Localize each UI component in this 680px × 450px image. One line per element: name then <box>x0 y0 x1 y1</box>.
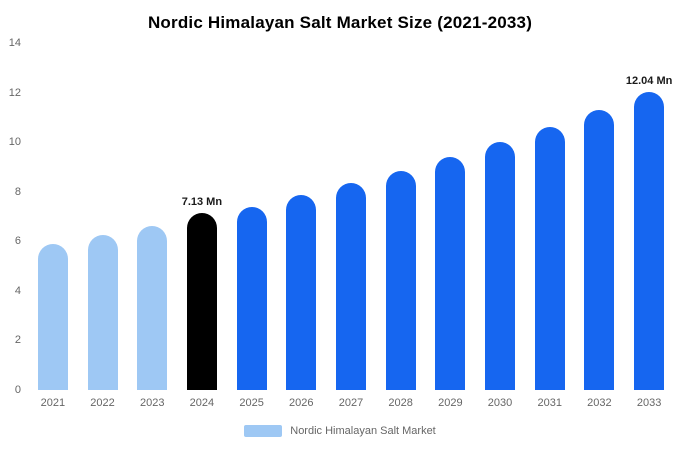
bar-slot <box>426 43 476 390</box>
y-tick-label: 12 <box>8 86 21 99</box>
x-tick-label: 2027 <box>338 397 364 409</box>
bar-slot <box>127 43 177 390</box>
x-tick-label: 2030 <box>487 397 513 409</box>
y-tick-label: 8 <box>14 185 21 198</box>
bar-2024 <box>186 213 217 390</box>
bar-slot <box>376 43 426 390</box>
x-tick-label: 2022 <box>90 397 115 409</box>
x-tick-label: 2023 <box>139 397 165 409</box>
x-tick-label: 2032 <box>587 397 612 409</box>
bar-slot: 12.04 Mn <box>624 43 674 390</box>
bar-slot <box>326 43 376 390</box>
bar-slot <box>28 43 78 390</box>
bar-slot <box>525 43 575 390</box>
bar-slot <box>78 43 128 390</box>
bar-value-label: 7.13 Mn <box>181 196 223 209</box>
x-tick-label: 2033 <box>636 397 662 409</box>
bar-2028 <box>385 170 416 390</box>
bar-2030 <box>485 142 516 390</box>
y-tick-label: 6 <box>14 235 21 248</box>
bar-slot <box>276 43 326 390</box>
x-tick-label: 2031 <box>537 397 562 409</box>
x-tick-label: 2026 <box>289 397 314 409</box>
bar-2032 <box>584 109 615 390</box>
y-axis: 0 2 4 6 8 10 12 14 <box>0 37 28 396</box>
bar-value-label: 12.04 Mn <box>625 74 673 87</box>
legend: Nordic Himalayan Salt Market <box>0 425 680 437</box>
legend-swatch <box>244 425 283 437</box>
bar-slot <box>475 43 525 390</box>
bar-2031 <box>534 127 565 390</box>
bar-2029 <box>435 157 466 390</box>
x-tick-label: 2025 <box>239 397 264 409</box>
chart-title: Nordic Himalayan Salt Market Size (2021-… <box>147 13 533 32</box>
legend-label: Nordic Himalayan Salt Market <box>290 425 436 437</box>
plot-region: 0 2 4 6 8 10 12 14 7.13 Mn 12.04 Mn 2021 2022 2023… <box>0 37 680 409</box>
y-tick-label: 4 <box>14 284 21 297</box>
x-tick-label: 2024 <box>189 397 215 409</box>
y-tick-label: 0 <box>14 384 21 396</box>
bar-2025 <box>236 206 267 390</box>
bar-slot: 7.13 Mn <box>177 43 227 390</box>
bar-2027 <box>335 183 366 390</box>
x-tick-label: 2021 <box>40 397 66 409</box>
bar-2033 <box>634 91 665 390</box>
y-tick-label: 10 <box>8 136 21 149</box>
bar-2023 <box>137 226 168 390</box>
bar-slot <box>575 43 625 390</box>
bars-row: 7.13 Mn 12.04 Mn <box>28 43 674 390</box>
x-tick-label: 2029 <box>438 397 463 409</box>
y-tick-label: 14 <box>8 37 21 49</box>
bar-2022 <box>87 235 118 390</box>
bar-2021 <box>37 243 68 390</box>
y-tick-label: 2 <box>14 334 21 347</box>
x-tick-label: 2028 <box>388 397 413 409</box>
plot-area: 7.13 Mn 12.04 Mn 2021 2022 2023 2024 2025 2026… <box>28 43 674 409</box>
bar-2026 <box>286 195 317 390</box>
bar-slot <box>227 43 277 390</box>
x-axis-labels: 2021 2022 2023 2024 2025 2026 2027 2028 2029 2030… <box>28 397 674 409</box>
